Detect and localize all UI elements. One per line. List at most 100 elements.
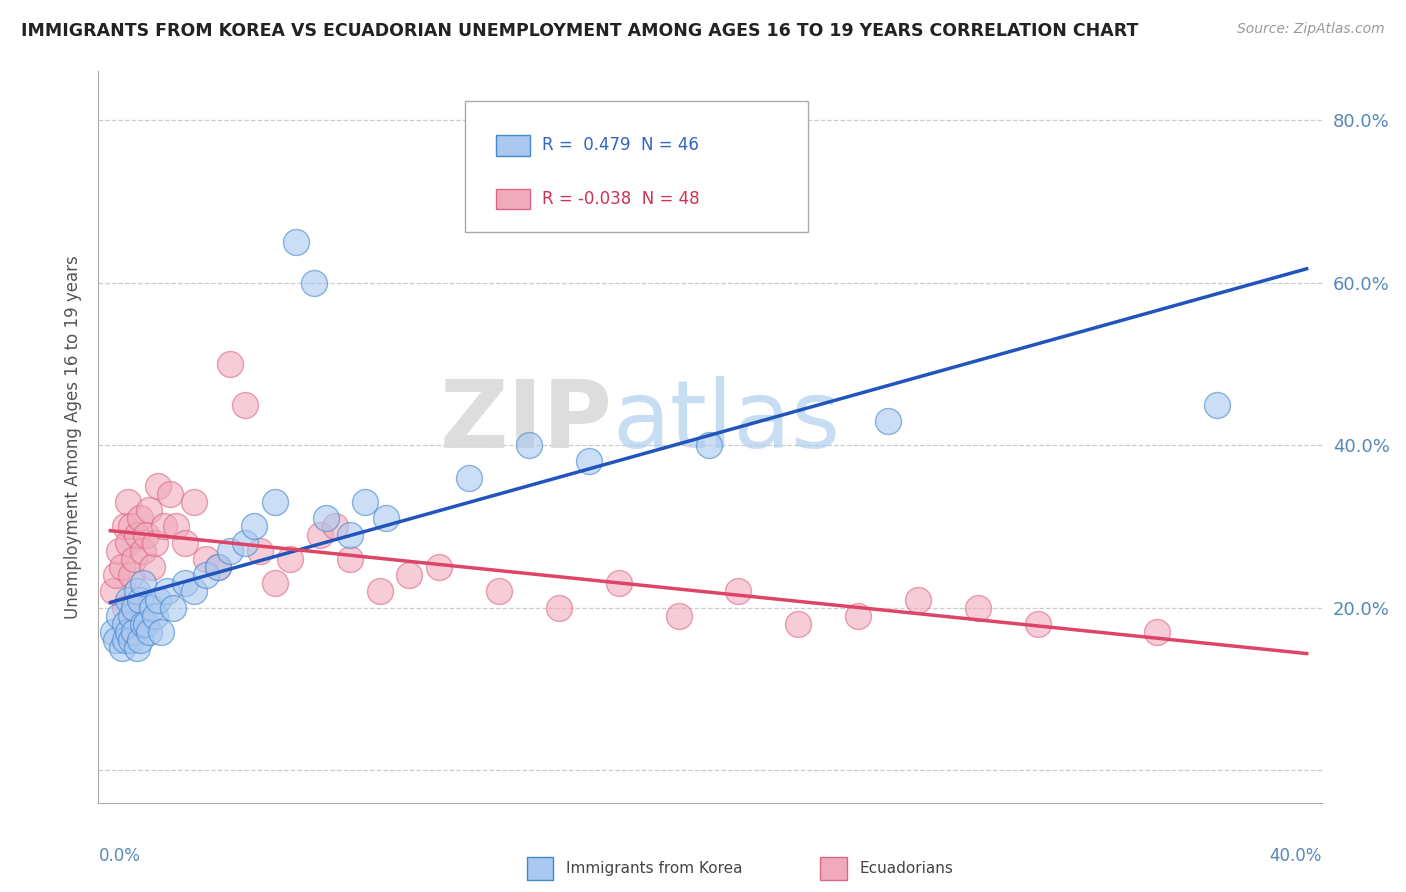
Point (127, 527, 149, 541)
Point (787, 617, 810, 632)
Point (249, 544, 271, 558)
Point (966, 600, 988, 615)
Point (135, 617, 157, 632)
Text: Source: ZipAtlas.com: Source: ZipAtlas.com (1237, 22, 1385, 37)
Point (117, 592, 139, 607)
Point (278, 552, 301, 566)
Point (103, 625, 125, 640)
Point (668, 608, 690, 623)
Point (264, 495, 287, 509)
Text: Immigrants from Korea: Immigrants from Korea (565, 861, 742, 876)
Point (141, 600, 163, 615)
FancyBboxPatch shape (526, 857, 554, 880)
Point (165, 519, 187, 533)
Point (233, 398, 256, 412)
Text: atlas: atlas (612, 376, 841, 468)
Point (697, 438, 720, 452)
Point (148, 592, 170, 607)
Point (114, 600, 136, 615)
Point (243, 519, 266, 533)
Point (607, 576, 630, 591)
FancyBboxPatch shape (465, 101, 808, 232)
Point (427, 560, 450, 574)
Point (1206, 398, 1229, 412)
Point (117, 495, 139, 509)
Point (315, 511, 337, 525)
Point (578, 454, 600, 468)
Point (207, 560, 229, 574)
Point (148, 479, 170, 493)
Point (150, 625, 173, 640)
Point (323, 519, 346, 533)
Point (143, 608, 166, 623)
Point (138, 503, 160, 517)
Point (135, 527, 157, 541)
Point (105, 633, 128, 648)
Point (207, 560, 229, 574)
Point (846, 608, 869, 623)
Point (127, 584, 149, 599)
Point (308, 527, 330, 541)
Point (162, 600, 184, 615)
FancyBboxPatch shape (496, 136, 530, 155)
Point (1026, 617, 1049, 632)
Point (120, 608, 142, 623)
Point (877, 414, 900, 428)
Point (153, 519, 176, 533)
Point (124, 600, 146, 615)
Point (727, 584, 749, 599)
Text: 40.0%: 40.0% (1270, 847, 1322, 864)
Point (156, 584, 179, 599)
Point (517, 438, 540, 452)
Point (103, 584, 125, 599)
Point (138, 625, 160, 640)
Point (183, 584, 205, 599)
Point (129, 592, 152, 607)
Point (132, 544, 155, 558)
Point (132, 617, 155, 632)
Point (114, 617, 136, 632)
Point (907, 592, 929, 607)
Point (374, 511, 396, 525)
Point (264, 576, 287, 591)
Point (353, 495, 375, 509)
Text: 0.0%: 0.0% (98, 847, 141, 864)
Point (339, 527, 361, 541)
Point (124, 552, 146, 566)
Point (368, 584, 391, 599)
Point (174, 576, 197, 591)
Point (111, 641, 134, 656)
Y-axis label: Unemployment Among Ages 16 to 19 years: Unemployment Among Ages 16 to 19 years (65, 255, 83, 619)
Point (120, 568, 142, 582)
Point (111, 560, 134, 574)
Point (219, 544, 242, 558)
Point (105, 568, 128, 582)
FancyBboxPatch shape (496, 189, 530, 210)
Point (120, 519, 142, 533)
Text: R = -0.038  N = 48: R = -0.038 N = 48 (543, 190, 700, 208)
FancyBboxPatch shape (820, 857, 846, 880)
Point (127, 641, 149, 656)
Text: ZIP: ZIP (439, 376, 612, 468)
Point (141, 560, 163, 574)
Point (284, 235, 307, 249)
Point (174, 535, 197, 549)
Point (117, 625, 139, 640)
Point (458, 471, 481, 485)
Point (129, 511, 152, 525)
Point (129, 633, 152, 648)
Point (108, 608, 131, 623)
Point (120, 633, 142, 648)
Text: IMMIGRANTS FROM KOREA VS ECUADORIAN UNEMPLOYMENT AMONG AGES 16 TO 19 YEARS CORRE: IMMIGRANTS FROM KOREA VS ECUADORIAN UNEM… (21, 22, 1139, 40)
Text: R =  0.479  N = 46: R = 0.479 N = 46 (543, 136, 699, 154)
Point (132, 576, 155, 591)
Point (548, 600, 571, 615)
Point (219, 357, 242, 371)
Text: Ecuadorians: Ecuadorians (859, 861, 953, 876)
Point (114, 519, 136, 533)
Point (1146, 625, 1168, 640)
Point (339, 552, 361, 566)
Point (183, 495, 205, 509)
Point (124, 625, 146, 640)
Point (143, 535, 166, 549)
